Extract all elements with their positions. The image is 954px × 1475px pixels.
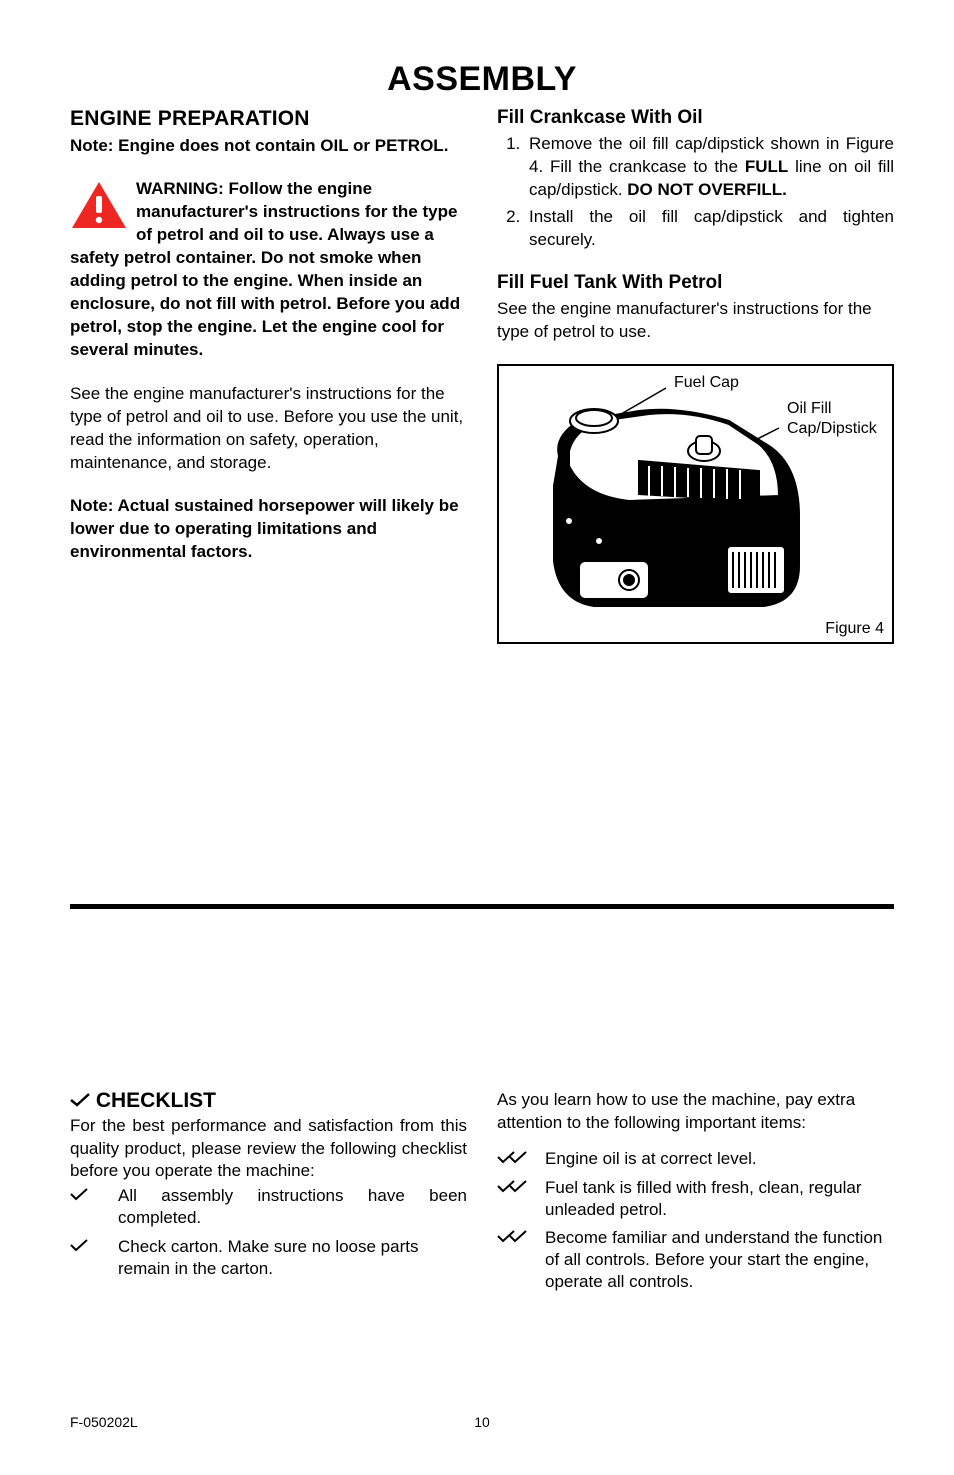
checklist-item: Become familiar and understand the funct… <box>497 1227 894 1293</box>
checklist-intro: For the best performance and satisfactio… <box>70 1115 467 1184</box>
oil-fill-label-2: Cap/Dipstick <box>787 420 877 438</box>
warning-text: WARNING: Follow the engine manufacturer'… <box>70 179 460 359</box>
engine-prep-heading: ENGINE PREPARATION <box>70 107 467 131</box>
checklist-right-items: Engine oil is at correct level. Fuel tan… <box>497 1148 894 1293</box>
single-check-icon <box>70 1236 118 1280</box>
page-number: 10 <box>474 1414 490 1430</box>
fuel-cap-label: Fuel Cap <box>674 374 739 392</box>
note-oil-petrol: Note: Engine does not contain OIL or PET… <box>70 135 467 158</box>
engine-illustration <box>499 366 895 642</box>
note-horsepower: Note: Actual sustained horsepower will l… <box>70 495 467 564</box>
checklist-item: Engine oil is at correct level. <box>497 1148 894 1170</box>
footer-code: F-050202L <box>70 1414 138 1430</box>
crankcase-step-1: Remove the oil fill cap/dipstick shown i… <box>525 133 894 202</box>
fuel-para: See the engine manufacturer's instructio… <box>497 298 894 344</box>
warning-block: WARNING: Follow the engine manufacturer'… <box>70 178 467 362</box>
page-footer: F-050202L 10 <box>70 1414 894 1430</box>
checklist-item: All assembly instructions have been comp… <box>70 1185 467 1229</box>
checklist-item: Check carton. Make sure no loose parts r… <box>70 1236 467 1280</box>
engine-instructions-para: See the engine manufacturer's instructio… <box>70 383 467 475</box>
right-column: Fill Crankcase With Oil Remove the oil f… <box>497 107 894 644</box>
double-check-icon <box>497 1227 545 1293</box>
checklist-right-intro: As you learn how to use the machine, pay… <box>497 1089 894 1135</box>
checklist-heading: CHECKLIST <box>70 1089 467 1113</box>
warning-triangle-icon <box>70 180 128 230</box>
page: ASSEMBLY ENGINE PREPARATION Note: Engine… <box>0 0 954 1475</box>
double-check-icon <box>497 1177 545 1221</box>
assembly-title: ASSEMBLY <box>70 60 894 99</box>
two-column-layout: ENGINE PREPARATION Note: Engine does not… <box>70 107 894 644</box>
crankcase-steps: Remove the oil fill cap/dipstick shown i… <box>497 133 894 252</box>
oil-fill-label-1: Oil Fill <box>787 400 831 418</box>
fill-fuel-heading: Fill Fuel Tank With Petrol <box>497 272 894 294</box>
single-check-icon <box>70 1185 118 1229</box>
checklist-item: Fuel tank is filled with fresh, clean, r… <box>497 1177 894 1221</box>
figure-caption: Figure 4 <box>825 620 884 638</box>
left-column: ENGINE PREPARATION Note: Engine does not… <box>70 107 467 644</box>
checklist-left-items: All assembly instructions have been comp… <box>70 1185 467 1279</box>
checklist-left: CHECKLIST For the best performance and s… <box>70 1089 467 1299</box>
figure-4-box: Fuel Cap Oil Fill Cap/Dipstick Figure 4 <box>497 364 894 644</box>
crankcase-step-2: Install the oil fill cap/dipstick and ti… <box>525 206 894 252</box>
check-icon <box>70 1092 90 1108</box>
double-check-icon <box>497 1148 545 1170</box>
fill-crankcase-heading: Fill Crankcase With Oil <box>497 107 894 129</box>
checklist-right: As you learn how to use the machine, pay… <box>497 1089 894 1299</box>
section-divider <box>70 904 894 909</box>
checklist-columns: CHECKLIST For the best performance and s… <box>70 1089 894 1299</box>
